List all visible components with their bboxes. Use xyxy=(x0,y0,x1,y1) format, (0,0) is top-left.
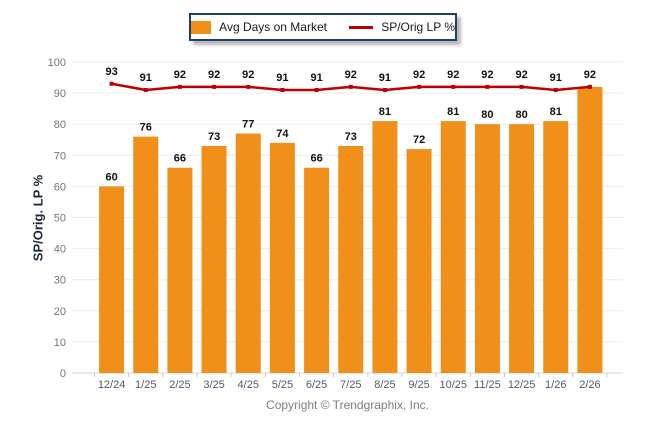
x-tick-label: 12/25 xyxy=(508,379,536,391)
line-value-label: 92 xyxy=(174,69,186,81)
y-tick-label: 90 xyxy=(54,88,66,100)
bar-value-label: 81 xyxy=(550,106,562,118)
line-point-marker xyxy=(587,84,592,89)
line-point-marker xyxy=(417,84,422,89)
x-tick-label: 6/25 xyxy=(306,379,327,391)
bar-value-label: 73 xyxy=(208,131,220,143)
line-value-label: 91 xyxy=(276,72,288,84)
line-value-label: 92 xyxy=(447,69,459,81)
bar-value-label: 66 xyxy=(174,153,186,165)
x-tick-label: 4/25 xyxy=(238,379,259,391)
x-tick-label: 1/26 xyxy=(545,379,566,391)
bar xyxy=(235,133,261,373)
y-tick-label: 40 xyxy=(54,244,66,256)
bar xyxy=(372,121,398,373)
copyright-text: Copyright © Trendgraphix, Inc. xyxy=(266,398,429,412)
bar xyxy=(167,167,193,373)
y-tick-label: 100 xyxy=(48,57,66,69)
chart-legend: Avg Days on Market SP/Orig LP % xyxy=(189,13,457,41)
line-point-marker xyxy=(109,81,114,86)
x-tick-label: 8/25 xyxy=(374,379,395,391)
y-tick-label: 30 xyxy=(54,275,66,287)
y-tick-label: 10 xyxy=(54,337,66,349)
line-point-marker xyxy=(485,84,490,89)
bar xyxy=(304,167,330,373)
bar xyxy=(440,121,466,373)
bar xyxy=(201,145,227,373)
x-tick-label: 1/25 xyxy=(135,379,156,391)
x-tick-label: 5/25 xyxy=(272,379,293,391)
y-tick-label: 0 xyxy=(60,368,66,380)
bar xyxy=(133,136,159,373)
line-point-marker xyxy=(519,84,524,89)
bar xyxy=(474,124,500,373)
line-value-label: 92 xyxy=(481,69,493,81)
y-tick-label: 50 xyxy=(54,213,66,225)
line-value-label: 92 xyxy=(413,69,425,81)
bar-value-label: 81 xyxy=(447,106,459,118)
legend-bar-swatch-icon xyxy=(191,20,212,34)
bar xyxy=(509,124,535,373)
line-point-marker xyxy=(314,87,319,92)
line-value-label: 92 xyxy=(515,69,527,81)
x-tick-label: 2/26 xyxy=(579,379,600,391)
line-value-label: 92 xyxy=(584,69,596,81)
x-tick-label: 10/25 xyxy=(439,379,467,391)
bar xyxy=(577,86,603,373)
line-value-label: 91 xyxy=(310,72,322,84)
y-tick-label: 60 xyxy=(54,181,66,193)
line-point-marker xyxy=(212,84,217,89)
line-point-marker xyxy=(348,84,353,89)
legend-line-swatch-icon xyxy=(348,25,374,29)
bar xyxy=(99,186,125,373)
x-tick-label: 12/24 xyxy=(98,379,126,391)
bar xyxy=(406,149,432,373)
x-tick-label: 9/25 xyxy=(408,379,429,391)
y-tick-label: 80 xyxy=(54,119,66,131)
line-value-label: 92 xyxy=(345,69,357,81)
y-tick-label: 20 xyxy=(54,306,66,318)
bar-value-label: 74 xyxy=(276,128,289,140)
line-point-marker xyxy=(451,84,456,89)
x-tick-label: 3/25 xyxy=(203,379,224,391)
line-point-marker xyxy=(553,87,558,92)
bar xyxy=(338,145,364,373)
line-value-label: 91 xyxy=(379,72,391,84)
line-value-label: 92 xyxy=(242,69,254,81)
line-point-marker xyxy=(382,87,387,92)
line-value-label: 92 xyxy=(208,69,220,81)
line-point-marker xyxy=(280,87,285,92)
bar-value-label: 66 xyxy=(310,153,322,165)
bar-value-label: 72 xyxy=(413,134,425,146)
bar xyxy=(543,121,569,373)
x-tick-label: 7/25 xyxy=(340,379,361,391)
bar-value-label: 73 xyxy=(345,131,357,143)
x-tick-label: 2/25 xyxy=(169,379,190,391)
line-point-marker xyxy=(177,84,182,89)
legend-bar-label: Avg Days on Market xyxy=(219,20,327,34)
line-value-label: 91 xyxy=(550,72,562,84)
bar-value-label: 80 xyxy=(515,109,527,121)
x-tick-label: 11/25 xyxy=(474,379,501,391)
line-value-label: 91 xyxy=(140,72,152,84)
bar-value-label: 60 xyxy=(105,171,117,183)
bar-value-label: 80 xyxy=(481,109,493,121)
bar-value-label: 77 xyxy=(242,119,254,131)
bar-value-label: 81 xyxy=(379,106,391,118)
legend-line-label: SP/Orig LP % xyxy=(381,20,455,34)
line-point-marker xyxy=(143,87,148,92)
line-value-label: 93 xyxy=(105,66,117,78)
line-point-marker xyxy=(246,84,251,89)
bar xyxy=(269,142,295,373)
y-tick-label: 70 xyxy=(54,150,66,162)
bar-value-label: 76 xyxy=(140,122,152,134)
